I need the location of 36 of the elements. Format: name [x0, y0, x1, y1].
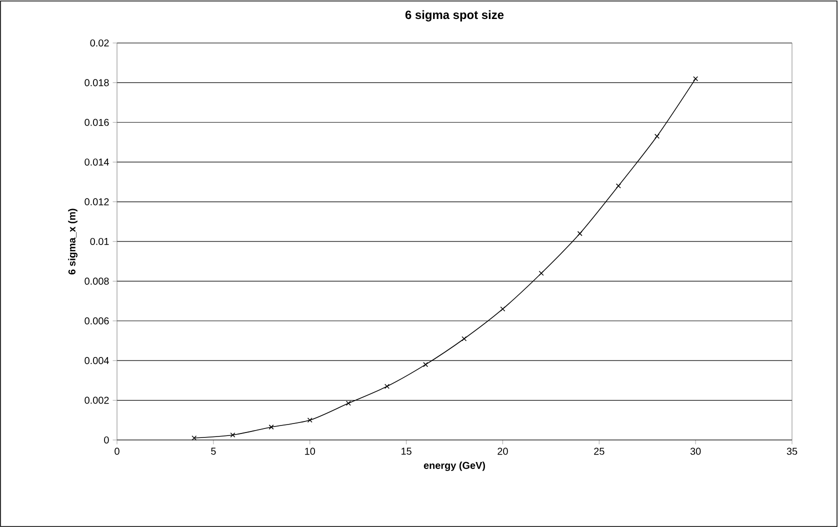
- point: [500, 306, 506, 312]
- y-tick-label: 0: [104, 436, 109, 444]
- x-axis-title: energy (GeV): [424, 462, 486, 471]
- point: [616, 183, 621, 188]
- x-tick-label: 30: [690, 448, 701, 455]
- point: [192, 435, 197, 441]
- y-tick-label: 0.012: [84, 198, 109, 206]
- x-tick-label: 25: [594, 448, 604, 455]
- y-tick-label: 0.006: [84, 317, 109, 324]
- point: [654, 134, 660, 139]
- x-tick-label: 20: [498, 448, 508, 455]
- y-tick-label: 0.014: [84, 158, 109, 166]
- x-tick-label: 35: [786, 448, 798, 455]
- point: [693, 76, 698, 82]
- point: [423, 362, 428, 368]
- x-tick-label: 15: [402, 448, 412, 455]
- x-tick-label: 10: [305, 448, 316, 455]
- point: [538, 270, 544, 276]
- y-tick-label: 0.01: [90, 238, 109, 246]
- point: [577, 231, 582, 236]
- point: [230, 432, 236, 438]
- y-tick-label: 0.02: [90, 39, 109, 47]
- x-tick-label: 0: [114, 448, 120, 455]
- point: [268, 424, 274, 430]
- y-axis-title: 6 sigma_x (m): [68, 208, 78, 274]
- y-tick-label: 0.016: [84, 118, 109, 126]
- y-tick-label: 0.008: [84, 278, 109, 285]
- point: [384, 384, 390, 389]
- point: [462, 336, 467, 342]
- point: [307, 418, 312, 423]
- x-tick-label: 5: [211, 448, 216, 455]
- y-tick-label: 0.004: [84, 357, 109, 364]
- chart-title: 6 sigma spot size: [405, 10, 504, 22]
- point: [346, 400, 351, 406]
- y-tick-label: 0.002: [84, 396, 109, 404]
- y-tick-label: 0.018: [84, 79, 109, 86]
